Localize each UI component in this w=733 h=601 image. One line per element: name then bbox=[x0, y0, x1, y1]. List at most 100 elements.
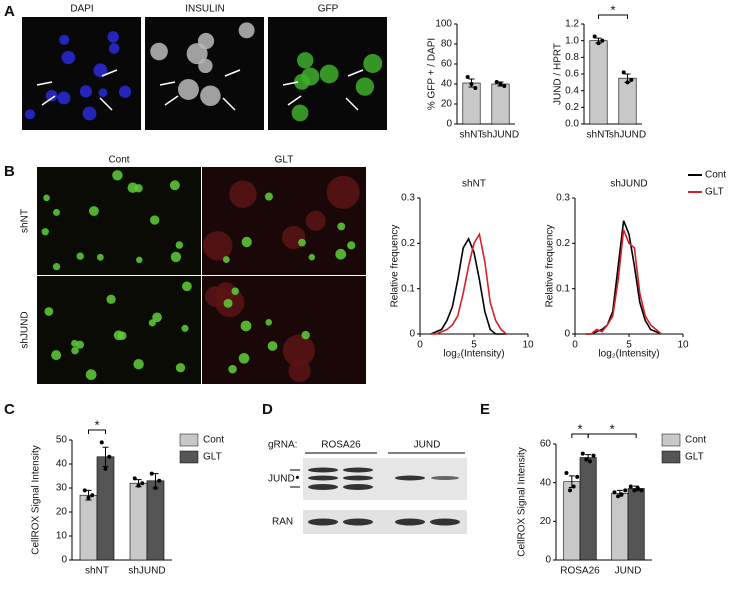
data-point bbox=[591, 453, 596, 458]
y-tick-label: 0 bbox=[446, 119, 452, 130]
legend-key bbox=[179, 433, 199, 447]
cell bbox=[265, 319, 273, 326]
arrow bbox=[99, 97, 113, 111]
cell bbox=[347, 241, 356, 250]
arrow bbox=[41, 95, 56, 106]
data-point bbox=[498, 82, 503, 86]
data-point bbox=[629, 77, 634, 82]
data-point bbox=[623, 488, 628, 493]
bar bbox=[627, 488, 645, 561]
bar bbox=[611, 492, 629, 561]
cell bbox=[107, 31, 119, 43]
cell bbox=[297, 52, 314, 69]
y-tick-label: 10 bbox=[56, 531, 68, 542]
cell bbox=[170, 251, 182, 263]
data-point bbox=[628, 484, 633, 489]
cell bbox=[197, 32, 215, 50]
y-tick-label: 0 bbox=[61, 555, 67, 566]
y-tick-label: 30 bbox=[56, 483, 68, 494]
cell bbox=[203, 231, 233, 261]
cell bbox=[335, 248, 347, 260]
cell bbox=[175, 241, 184, 249]
panel-label: E bbox=[480, 401, 490, 418]
chart-title: shNT bbox=[462, 179, 486, 190]
data-point bbox=[639, 488, 644, 493]
data-point bbox=[90, 493, 95, 498]
blot-row-label: JUND bbox=[268, 474, 295, 485]
y-tick-label: 0 bbox=[545, 555, 551, 566]
data-point bbox=[140, 481, 145, 486]
panel-label: C bbox=[4, 401, 15, 418]
y-tick-label: 0.8 bbox=[565, 52, 579, 63]
y-tick-label: 60 bbox=[540, 439, 552, 450]
data-point bbox=[616, 494, 621, 499]
bar bbox=[462, 82, 481, 125]
data-point bbox=[132, 476, 137, 481]
cell bbox=[182, 281, 192, 292]
row-label: shJUND bbox=[20, 311, 31, 348]
y-tick-label: 20 bbox=[540, 516, 552, 527]
y-tick-label: 40 bbox=[441, 79, 453, 90]
cell bbox=[85, 369, 97, 381]
y-axis-label: Relative frequency bbox=[390, 225, 401, 308]
cell bbox=[149, 215, 160, 225]
y-tick-label: 0.1 bbox=[556, 283, 570, 294]
data-point bbox=[600, 38, 605, 43]
cell bbox=[298, 238, 306, 247]
data-point bbox=[619, 492, 624, 497]
significance-label: * bbox=[577, 421, 582, 436]
cell bbox=[169, 180, 180, 191]
significance-bracket bbox=[88, 429, 106, 434]
arrow bbox=[164, 95, 179, 106]
data-point bbox=[473, 86, 478, 90]
data-point bbox=[103, 466, 108, 471]
channel-label: INSULIN bbox=[185, 4, 224, 15]
x-axis-label: log₂(Intensity) bbox=[598, 349, 659, 360]
bar bbox=[618, 77, 637, 125]
grna-label: gRNA: bbox=[268, 440, 297, 451]
arrow bbox=[101, 69, 118, 77]
cell bbox=[152, 312, 162, 323]
cell bbox=[150, 42, 168, 61]
line-series bbox=[430, 232, 507, 335]
cell bbox=[53, 208, 60, 216]
cell bbox=[288, 359, 311, 383]
x-tick-label: 10 bbox=[677, 340, 689, 351]
channel-label: GFP bbox=[318, 4, 339, 15]
data-point bbox=[587, 459, 592, 464]
y-tick-label: 40 bbox=[540, 477, 552, 488]
data-point bbox=[86, 495, 91, 500]
cell bbox=[96, 253, 104, 261]
y-tick-label: 60 bbox=[441, 59, 453, 70]
data-point bbox=[502, 84, 507, 88]
bar bbox=[129, 482, 148, 561]
legend-label: GLT bbox=[705, 187, 724, 198]
legend-key bbox=[179, 450, 199, 464]
cell bbox=[326, 175, 360, 209]
data-point bbox=[596, 41, 601, 46]
y-axis-label: % GFP + / DAPI bbox=[427, 38, 438, 110]
cell bbox=[267, 341, 278, 351]
data-point bbox=[625, 80, 630, 85]
y-tick-label: 80 bbox=[441, 39, 453, 50]
cell bbox=[57, 91, 71, 105]
panel-label: B bbox=[4, 163, 15, 180]
legend-key bbox=[661, 433, 681, 447]
data-point bbox=[82, 488, 87, 493]
y-tick-label: 0 bbox=[409, 329, 415, 340]
data-point bbox=[592, 34, 597, 39]
cell bbox=[186, 43, 208, 65]
x-tick-label: JUND bbox=[615, 566, 642, 577]
arrow bbox=[36, 81, 53, 86]
cell bbox=[24, 109, 36, 120]
cell bbox=[82, 106, 97, 121]
y-tick-label: 1.0 bbox=[565, 35, 579, 46]
data-point bbox=[99, 440, 104, 445]
y-tick-label: 0.3 bbox=[556, 193, 570, 204]
svg-text:•: • bbox=[296, 473, 299, 482]
cell bbox=[93, 63, 108, 78]
data-point bbox=[571, 484, 576, 489]
x-tick-label: 5 bbox=[626, 340, 632, 351]
